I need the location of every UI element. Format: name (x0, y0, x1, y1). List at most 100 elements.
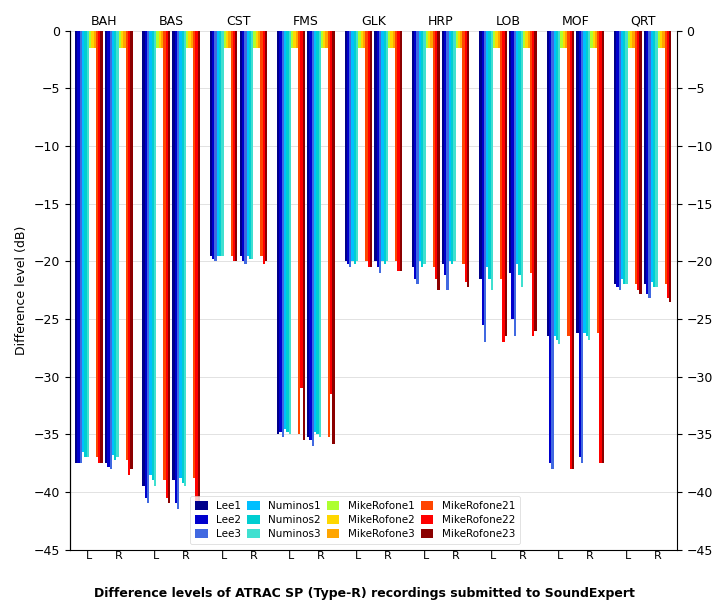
Bar (349, 31, 352, 267)
Bar (126, 31, 128, 460)
Bar (442, 31, 444, 263)
Bar (509, 31, 511, 273)
Bar (157, 31, 159, 48)
Bar (623, 31, 625, 284)
Bar (491, 31, 493, 290)
Bar (424, 31, 426, 263)
Bar (444, 31, 446, 275)
Bar (323, 31, 325, 48)
Bar (151, 31, 154, 481)
Bar (154, 31, 157, 486)
Bar (256, 31, 258, 48)
Bar (365, 31, 368, 262)
Bar (168, 31, 170, 503)
Bar (121, 31, 124, 48)
Bar (112, 31, 114, 455)
Bar (464, 31, 467, 282)
Bar (370, 31, 372, 267)
Bar (558, 31, 561, 344)
Bar (293, 31, 296, 48)
Bar (581, 31, 583, 463)
Bar (296, 31, 298, 48)
Bar (555, 31, 558, 340)
Bar (212, 31, 215, 259)
Bar (430, 31, 432, 48)
Bar (660, 31, 662, 48)
Bar (181, 31, 184, 483)
Bar (428, 31, 430, 48)
Bar (333, 31, 335, 443)
Bar (253, 31, 256, 48)
Bar (314, 31, 316, 432)
Bar (412, 31, 414, 267)
Bar (657, 31, 660, 48)
Bar (344, 31, 347, 262)
Bar (114, 31, 116, 460)
Bar (495, 31, 498, 48)
Bar (263, 31, 265, 263)
Bar (630, 31, 633, 48)
Bar (161, 31, 163, 48)
Bar (516, 31, 518, 263)
Bar (96, 31, 98, 457)
Bar (186, 31, 189, 48)
Bar (298, 31, 300, 434)
Bar (195, 31, 198, 509)
Bar (116, 31, 119, 457)
Bar (646, 31, 649, 293)
Bar (286, 31, 289, 432)
Bar (388, 31, 390, 48)
Bar (386, 31, 388, 262)
Bar (177, 31, 179, 509)
Bar (175, 31, 177, 503)
Bar (258, 31, 261, 48)
Bar (432, 31, 435, 267)
Bar (528, 31, 530, 48)
Bar (616, 31, 619, 287)
Bar (451, 31, 454, 263)
Bar (448, 31, 451, 262)
Bar (593, 31, 595, 48)
Bar (393, 31, 395, 48)
Bar (84, 31, 87, 457)
Bar (80, 31, 82, 463)
Bar (621, 31, 623, 278)
Bar (637, 31, 639, 290)
Bar (219, 31, 221, 256)
Bar (588, 31, 590, 340)
Bar (653, 31, 655, 287)
Bar (534, 31, 537, 331)
Bar (277, 31, 280, 434)
Bar (599, 31, 602, 463)
Bar (579, 31, 581, 457)
Bar (435, 31, 438, 278)
Bar (549, 31, 551, 463)
Bar (247, 31, 249, 256)
Bar (91, 31, 94, 48)
Bar (597, 31, 599, 333)
Bar (563, 31, 565, 48)
Bar (325, 31, 328, 48)
Bar (356, 31, 358, 262)
Bar (231, 31, 233, 256)
Bar (667, 31, 669, 298)
Bar (669, 31, 671, 302)
Bar (481, 31, 484, 325)
Bar (397, 31, 400, 271)
Bar (553, 31, 555, 337)
Bar (352, 31, 354, 262)
Bar (456, 31, 458, 48)
Bar (577, 31, 579, 333)
Bar (291, 31, 293, 48)
Bar (321, 31, 323, 48)
Bar (303, 31, 305, 440)
Bar (261, 31, 263, 256)
Bar (595, 31, 597, 48)
Bar (644, 31, 646, 284)
Bar (486, 31, 488, 267)
Bar (614, 31, 616, 284)
Bar (379, 31, 381, 273)
Bar (565, 31, 567, 48)
Bar (511, 31, 514, 319)
Bar (619, 31, 621, 290)
